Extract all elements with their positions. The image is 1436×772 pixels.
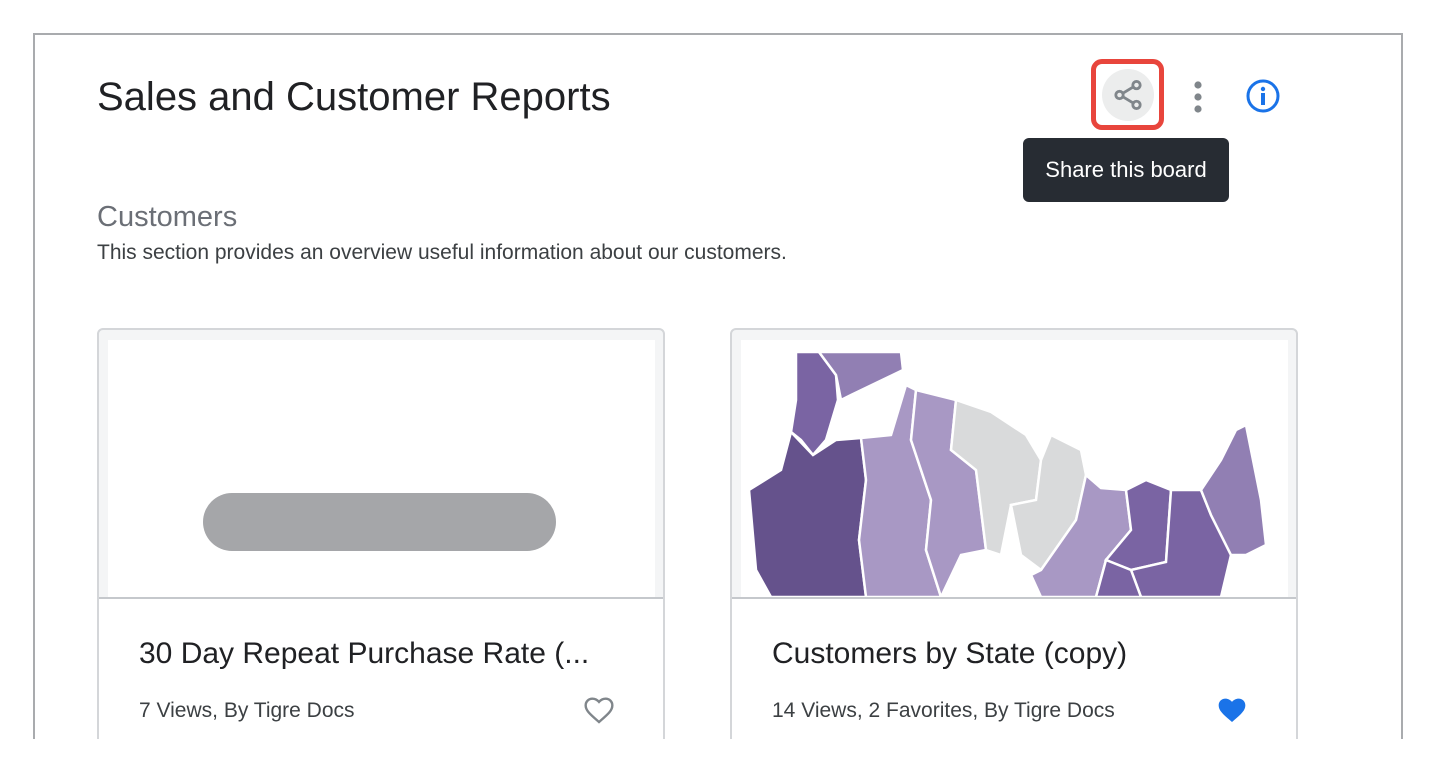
card-meta: 7 Views, By Tigre Docs [139, 699, 355, 722]
card-meta: 14 Views, 2 Favorites, By Tigre Docs [772, 699, 1115, 722]
map-region [747, 429, 868, 597]
card-customers-by-state[interactable]: Customers by State (copy) 14 Views, 2 Fa… [730, 328, 1298, 739]
section-description: This section provides an overview useful… [97, 241, 787, 264]
section-title: Customers [97, 201, 238, 233]
card-repeat-purchase-rate[interactable]: 30 Day Repeat Purchase Rate (... 7 Views… [97, 328, 665, 739]
more-vert-icon[interactable] [1185, 77, 1211, 117]
page-title: Sales and Customer Reports [97, 75, 611, 119]
placeholder-bar [203, 493, 556, 551]
share-icon [1113, 79, 1142, 110]
board-panel: Sales and Customer Reports Share this bo… [33, 33, 1403, 739]
map-region [816, 350, 905, 402]
card-thumbnail [108, 340, 655, 597]
share-tooltip: Share this board [1023, 138, 1229, 202]
card-title[interactable]: 30 Day Repeat Purchase Rate (... [139, 637, 590, 670]
heart-filled-icon[interactable] [1216, 695, 1248, 725]
card-thumbnail-map [741, 340, 1288, 597]
map-region [1029, 472, 1133, 597]
map-region [1199, 423, 1268, 557]
choropleth-map [747, 350, 1268, 597]
map-region [1094, 558, 1143, 597]
heart-outline-icon[interactable] [583, 695, 615, 725]
share-button[interactable] [1091, 59, 1164, 130]
card-title[interactable]: Customers by State (copy) [772, 637, 1128, 670]
info-icon[interactable] [1245, 78, 1281, 114]
